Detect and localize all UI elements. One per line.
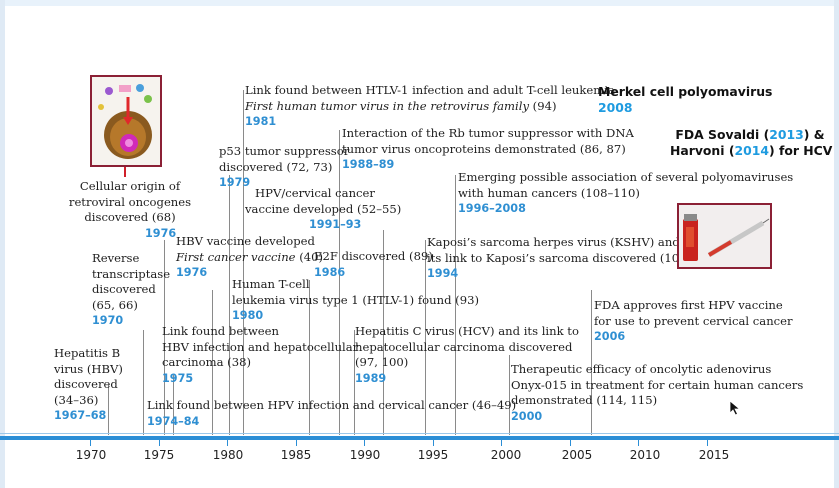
event-retroviral-oncogenes: Cellular origin of retroviral oncogenes … <box>55 179 205 241</box>
connector-line <box>243 90 244 435</box>
axis-tick <box>90 440 91 446</box>
axis-tick-label: 2005 <box>561 448 593 462</box>
axis-tick-label: 2010 <box>629 448 661 462</box>
event-hbv-vaccine: HBV vaccine developed First cancer vacci… <box>176 234 324 280</box>
event-merkel-cell-polyomavirus: Merkel cell polyomavirus 2008 <box>598 84 773 115</box>
connector-line <box>383 230 384 435</box>
event-year: 1979 <box>219 176 251 190</box>
axis-tick-label: 2015 <box>698 448 730 462</box>
axis-tick <box>364 440 365 446</box>
mouse-pointer-icon <box>729 400 741 416</box>
event-year: 2006 <box>594 330 626 344</box>
top-border <box>0 0 839 6</box>
event-year: 1988–89 <box>342 158 395 172</box>
event-polyomaviruses: Emerging possible association of several… <box>458 170 794 216</box>
event-year: 2008 <box>598 100 633 115</box>
event-year: 1975 <box>162 371 194 385</box>
image-pointer-tick <box>124 165 126 177</box>
event-hbv-hcc-link: Link found between HBV infection and hep… <box>162 324 359 385</box>
connector-line <box>425 240 426 435</box>
axis-tick <box>296 440 297 446</box>
cell-diagram-image <box>90 75 162 167</box>
left-border <box>0 0 5 488</box>
event-onyx-015: Therapeutic efficacy of oncolytic adenov… <box>511 362 804 423</box>
axis-tick <box>433 440 434 446</box>
axis-tick <box>159 440 160 446</box>
axis-highlight <box>0 433 839 434</box>
event-hpv-vaccine: HPV/cervical cancer vaccine developed (5… <box>245 186 402 232</box>
timeline-axis <box>0 436 839 440</box>
event-htlv1-found: Human T-cell leukemia virus type 1 (HTLV… <box>232 277 479 323</box>
connector-line <box>212 290 213 435</box>
event-year: 1986 <box>314 265 346 279</box>
connector-line <box>108 385 109 435</box>
axis-tick <box>570 440 571 446</box>
event-year: 1974–84 <box>147 414 200 428</box>
connector-line <box>173 375 174 435</box>
event-year: 1967–68 <box>54 409 107 423</box>
axis-tick-label: 1995 <box>417 448 449 462</box>
cell-illustration-icon <box>92 77 160 165</box>
right-border <box>834 0 839 488</box>
event-hbv-discovery: Hepatitis B virus (HBV) discovered (34–3… <box>54 346 123 423</box>
event-year: 1976 <box>176 266 208 280</box>
connector-line <box>354 330 355 435</box>
event-htlv1-atl-link: Link found between HTLV-1 infection and … <box>245 83 615 129</box>
axis-tick-label: 2000 <box>490 448 522 462</box>
axis-tick <box>501 440 502 446</box>
event-hpv-cervical-link: Link found between HPV infection and cer… <box>147 398 517 428</box>
axis-tick-label: 1990 <box>349 448 381 462</box>
connector-line <box>164 240 165 435</box>
event-year: 1996–2008 <box>458 202 526 216</box>
event-reverse-transcriptase: Reverse transcriptase discovered (65, 66… <box>92 251 171 328</box>
axis-tick-label: 1975 <box>143 448 175 462</box>
event-p53: p53 tumor suppressor discovered (72, 73)… <box>219 144 350 190</box>
event-year: 1976 <box>145 226 177 240</box>
event-year: 2000 <box>511 409 543 423</box>
vaccine-syringe-icon <box>679 205 770 267</box>
connector-line <box>591 290 592 435</box>
axis-tick <box>638 440 639 446</box>
event-kshv: Kaposi’s sarcoma herpes virus (KSHV) and… <box>427 235 691 281</box>
connector-line <box>509 355 510 435</box>
vaccine-vial-image <box>677 203 772 269</box>
event-year: 1991–93 <box>309 218 362 232</box>
event-year: 1970 <box>92 314 124 328</box>
axis-tick-label: 1985 <box>280 448 312 462</box>
event-year: 1994 <box>427 267 459 281</box>
event-year: 1989 <box>355 371 387 385</box>
event-year: 1980 <box>232 309 264 323</box>
event-hcv: Hepatitis C virus (HCV) and its link to … <box>355 324 579 385</box>
axis-tick <box>227 440 228 446</box>
connector-line <box>455 175 456 435</box>
event-fda-sovaldi-harvoni: FDA Sovaldi (2013) & Harvoni (2014) for … <box>670 127 833 158</box>
axis-tick-label: 1980 <box>212 448 244 462</box>
axis-tick-label: 1970 <box>75 448 107 462</box>
connector-line <box>229 175 230 435</box>
event-rb-interaction: Interaction of the Rb tumor suppressor w… <box>342 126 634 172</box>
connector-line <box>143 330 144 435</box>
connector-line <box>339 130 340 435</box>
event-fda-hpv-vaccine: FDA approves first HPV vaccine for use t… <box>594 298 793 344</box>
event-year: 1981 <box>245 115 277 129</box>
event-e2f: E2F discovered (89) 1986 <box>314 249 433 279</box>
axis-tick <box>707 440 708 446</box>
connector-line <box>309 280 310 435</box>
